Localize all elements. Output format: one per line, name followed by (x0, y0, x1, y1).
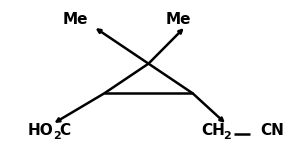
Text: Me: Me (165, 12, 191, 27)
Text: Me: Me (62, 12, 88, 27)
Text: C: C (59, 123, 70, 138)
Text: HO: HO (28, 123, 54, 138)
Text: CH: CH (201, 123, 225, 138)
Text: 2: 2 (224, 131, 231, 141)
Text: 2: 2 (53, 131, 61, 141)
Text: CN: CN (260, 123, 284, 138)
